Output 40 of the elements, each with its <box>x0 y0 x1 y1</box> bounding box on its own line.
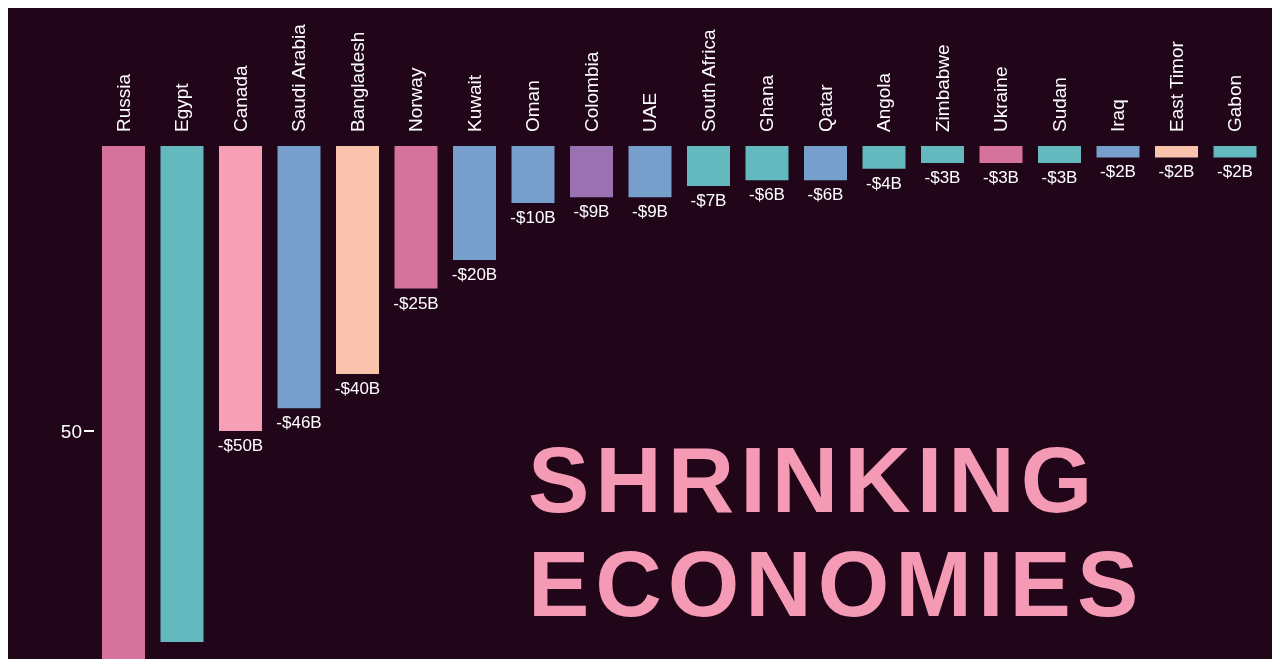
x-tick-label: Iraq <box>1107 99 1129 132</box>
data-label: -$3B <box>983 168 1019 188</box>
x-tick-label: Qatar <box>814 83 836 132</box>
data-label: -$3B <box>924 168 961 188</box>
x-tick-label: Saudi Arabia <box>288 23 310 132</box>
x-tick-label: Bangladesh <box>346 31 368 132</box>
x-tick-label: Angola <box>873 72 895 132</box>
x-tick-label: Canada <box>229 65 251 132</box>
x-tick-label: Gabon <box>1224 74 1246 132</box>
data-label: -$6B <box>749 185 785 205</box>
y-tick-label: 50 <box>60 420 82 442</box>
data-label: -$46B <box>276 413 322 433</box>
x-tick-label: UAE <box>639 92 661 132</box>
text: SHRINKING ECONOMIES <box>528 428 1146 636</box>
x-tick-label: Ukraine <box>990 66 1012 132</box>
data-label: -$2B <box>1158 162 1195 182</box>
data-label: -$2B <box>1217 162 1253 182</box>
x-tick-label: East Timor <box>1165 40 1187 132</box>
x-tick-label: Norway <box>405 67 427 132</box>
x-tick-label: Kuwait <box>463 74 485 132</box>
data-label: -$9B <box>573 202 610 222</box>
data-label: -$10B <box>510 208 556 227</box>
x-tick-label: Egypt <box>171 82 193 132</box>
x-tick-label: Sudan <box>1048 77 1070 132</box>
x-tick-label: Zimbabwe <box>931 44 953 132</box>
x-tick-label: South Africa <box>697 29 719 132</box>
data-label: -$50B <box>217 436 264 455</box>
data-label: -$3B <box>1041 168 1078 188</box>
data-label: -$6B <box>807 185 844 205</box>
x-tick-label: Russia <box>112 73 134 132</box>
x-tick-label: Colombia <box>580 51 602 132</box>
data-label: -$9B <box>632 202 668 222</box>
x-tick-label: Ghana <box>756 74 778 132</box>
x-tick-label: Oman <box>522 80 544 132</box>
data-label: -$20B <box>451 265 498 284</box>
data-label: -$4B <box>866 173 902 193</box>
data-label: -$7B <box>690 190 727 210</box>
data-label: -$25B <box>393 293 439 313</box>
data-label: -$2B <box>1100 162 1136 182</box>
data-label: -$40B <box>334 379 381 398</box>
